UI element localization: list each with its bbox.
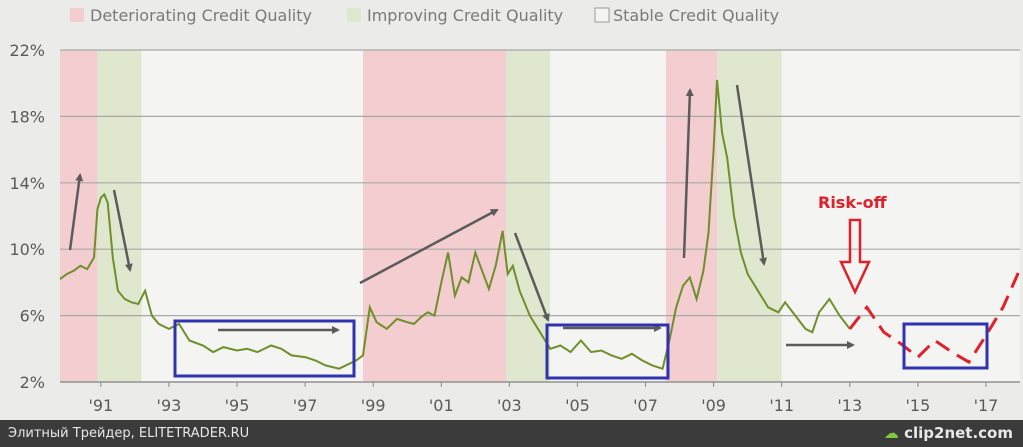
x-tick-label: '91	[88, 396, 113, 415]
x-tick-label: '01	[429, 396, 454, 415]
trend-arrow-down-03	[513, 232, 550, 322]
trend-arrow-up-08	[682, 88, 694, 259]
trend-arrow-up-01	[359, 208, 499, 285]
cloud-icon: ☁	[883, 424, 899, 442]
region-deteriorating-6	[665, 50, 718, 382]
y-tick-label: 22%	[9, 41, 45, 60]
legend-swatch-stable	[594, 7, 610, 23]
forecast-line	[848, 268, 1022, 365]
default-rate-line	[59, 79, 851, 370]
x-tick-label: '09	[701, 396, 726, 415]
legend-label-deteriorating: Deteriorating Credit Quality	[90, 6, 312, 25]
x-tick-label: '93	[157, 396, 182, 415]
logo-text: clip2net.com	[904, 424, 1013, 442]
region-deteriorating-0	[60, 50, 98, 382]
y-tick-label: 2%	[20, 373, 45, 392]
region-deteriorating-3	[362, 50, 506, 382]
stable-boxes	[173, 319, 989, 380]
regime-shading	[60, 50, 1020, 382]
legend-swatch-improving	[347, 8, 361, 22]
stable-box-1995	[173, 319, 356, 378]
x-tick-label: '17	[974, 396, 999, 415]
x-tick-label: '05	[565, 396, 590, 415]
x-tick-label: '03	[497, 396, 522, 415]
x-tick-label: '99	[361, 396, 386, 415]
stable-box-2005	[545, 323, 670, 380]
region-stable-5	[550, 50, 666, 382]
legend: Deteriorating Credit Quality Improving C…	[70, 6, 779, 25]
stable-box-2015	[902, 322, 989, 370]
x-tick-label: '95	[225, 396, 250, 415]
x-axis: '91 '93 '95 '97 '99 '01 '03 '05 '07 '09 '11 '13 '15 '…	[60, 381, 1020, 415]
y-axis: 2% 6% 10% 14% 18% 22%	[9, 41, 45, 392]
x-tick-label: '15	[905, 396, 930, 415]
risk-off-annotation: Risk-off	[818, 193, 888, 295]
legend-label-stable: Stable Credit Quality	[613, 6, 779, 25]
trend-arrow-up-91	[68, 173, 84, 251]
risk-off-arrow-icon	[839, 218, 871, 295]
trend-arrow-down-10	[735, 84, 768, 266]
region-stable-2	[141, 50, 363, 382]
region-improving-4	[505, 50, 551, 382]
y-tick-label: 6%	[20, 307, 45, 326]
y-tick-label: 18%	[9, 107, 45, 126]
x-tick-label: '97	[293, 396, 318, 415]
trend-arrows	[68, 84, 855, 349]
risk-off-label: Risk-off	[818, 193, 888, 212]
source-credit: Элитный Трейдер, ELITETRADER.RU	[8, 426, 250, 441]
y-tick-label: 14%	[9, 174, 45, 193]
clip2net-logo: ☁ clip2net.com	[884, 424, 1013, 442]
footer-bar: Элитный Трейдер, ELITETRADER.RU ☁ clip2n…	[0, 420, 1023, 447]
legend-label-improving: Improving Credit Quality	[367, 6, 563, 25]
region-improving-7	[717, 50, 782, 382]
trend-arrow-down-91	[112, 189, 133, 272]
x-tick-label: '07	[633, 396, 658, 415]
y-tick-label: 10%	[9, 240, 45, 259]
x-tick-label: '11	[769, 396, 794, 415]
x-tick-label: '13	[837, 396, 862, 415]
legend-swatch-deteriorating	[70, 8, 84, 22]
